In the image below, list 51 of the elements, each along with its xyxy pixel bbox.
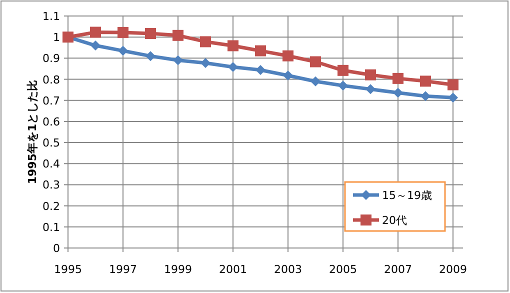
point xyxy=(118,46,128,56)
point xyxy=(420,76,431,87)
x-tick-label: 2003 xyxy=(274,263,302,276)
y-tick-label: 0.8 xyxy=(42,73,60,86)
y-axis-title: 1995年を1とした比 xyxy=(26,80,39,184)
point xyxy=(145,28,156,40)
y-tick-label: 0.2 xyxy=(42,200,60,213)
point xyxy=(448,79,458,90)
point xyxy=(146,51,156,62)
point xyxy=(173,55,183,66)
legend-label: 20代 xyxy=(382,214,407,227)
point xyxy=(172,30,184,41)
x-tick-label: 2005 xyxy=(329,263,357,276)
point xyxy=(420,91,430,102)
x-tick-label: 1995 xyxy=(54,263,82,276)
x-tick-label: 2009 xyxy=(439,263,467,276)
x-tick-label: 2007 xyxy=(384,263,412,276)
x-tick-label: 1999 xyxy=(164,263,192,276)
point xyxy=(310,76,320,86)
y-tick-label: 0.6 xyxy=(42,115,60,128)
point xyxy=(200,58,210,68)
point xyxy=(365,69,376,80)
point xyxy=(256,64,266,75)
point xyxy=(228,62,238,72)
point xyxy=(90,40,100,51)
legend-label: 15～19歳 xyxy=(382,189,432,202)
x-tick-label: 2001 xyxy=(219,263,247,276)
point xyxy=(448,92,458,103)
point xyxy=(118,26,128,38)
y-tick-label: 0.7 xyxy=(42,94,60,108)
y-tick-label: 0.3 xyxy=(42,178,60,192)
point xyxy=(366,84,376,94)
point xyxy=(255,45,266,56)
y-tick-label: 1 xyxy=(53,31,60,44)
point xyxy=(393,88,403,98)
y-tick-label: 1.1 xyxy=(42,10,60,23)
point xyxy=(228,40,238,52)
y-tick-label: 0.5 xyxy=(42,136,60,150)
point xyxy=(338,64,348,76)
point xyxy=(338,80,348,91)
point xyxy=(392,72,404,84)
y-tick-label: 0.4 xyxy=(42,158,60,171)
y-tick-label: 0.9 xyxy=(42,52,60,66)
point xyxy=(283,70,293,80)
y-tick-label: 0.1 xyxy=(42,220,60,234)
x-tick-label: 1997 xyxy=(109,263,137,276)
y-tick-label: 0 xyxy=(53,242,60,255)
point xyxy=(282,50,294,62)
point xyxy=(310,56,321,68)
point xyxy=(200,36,211,48)
point xyxy=(90,26,101,38)
